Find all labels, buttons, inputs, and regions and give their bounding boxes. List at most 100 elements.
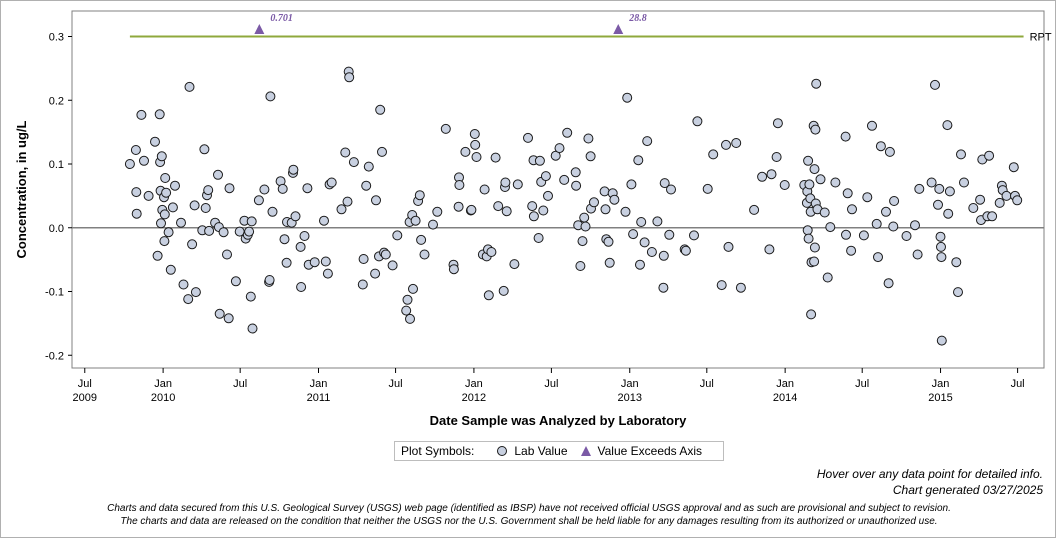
lab-value-point xyxy=(659,178,670,189)
lab-value-point xyxy=(749,204,760,215)
lab-value-point xyxy=(716,280,727,291)
lab-value-point xyxy=(259,184,270,195)
lab-value-point xyxy=(901,231,912,241)
lab-value-point xyxy=(320,256,331,267)
lab-value-point xyxy=(583,133,594,144)
y-tick-label: 0.2 xyxy=(49,95,64,107)
lab-value-point xyxy=(1001,190,1012,201)
lab-value-point xyxy=(847,204,857,215)
lab-value-point xyxy=(875,141,886,152)
x-tick-month: Jul xyxy=(700,378,714,390)
plot-area xyxy=(68,10,1045,373)
lab-value-point xyxy=(342,196,353,207)
lab-value-point xyxy=(218,227,229,238)
lab-value-point xyxy=(554,143,565,154)
lab-value-point xyxy=(771,152,782,162)
lab-value-point xyxy=(810,124,821,135)
lab-value-point xyxy=(804,179,815,190)
lab-value-point xyxy=(628,229,639,240)
lab-value-point xyxy=(178,279,189,290)
lab-value-point xyxy=(772,118,783,129)
lab-value-point xyxy=(926,177,937,188)
lab-value-point xyxy=(579,212,590,223)
lab-value-point xyxy=(264,275,275,285)
lab-value-point xyxy=(664,229,675,240)
lab-value-point xyxy=(253,195,264,206)
lab-value-point xyxy=(984,150,995,161)
lab-value-point xyxy=(493,201,504,212)
lab-value-point xyxy=(609,194,620,205)
lab-value-point xyxy=(380,249,391,260)
lab-value-point xyxy=(299,231,310,241)
lab-value-point xyxy=(803,155,814,166)
axis-labels: -0.2 -0.1 0.0 0.1 0.2 0.3 Jul 2009 Jan 2010 Jul Jan… xyxy=(14,13,1055,428)
lab-value-point xyxy=(883,278,894,289)
lab-value-point xyxy=(934,183,945,194)
lab-value-point xyxy=(170,180,180,191)
lab-value-point xyxy=(414,190,425,201)
rpt-level-label: RPT Level xyxy=(1030,32,1055,44)
lab-value-point xyxy=(708,149,719,160)
lab-value-point xyxy=(951,257,962,268)
lab-value-point xyxy=(642,136,653,147)
lab-value-point xyxy=(636,217,647,227)
lab-value-point xyxy=(296,282,307,292)
lab-value-point xyxy=(281,257,292,268)
lab-value-point xyxy=(680,245,691,256)
lab-value-point xyxy=(469,129,480,139)
lab-value-point xyxy=(559,174,570,185)
legend: Plot Symbols: Lab Value Value Exceeds Ax… xyxy=(394,441,724,461)
x-tick-month: Jul xyxy=(389,378,403,390)
lab-value-point xyxy=(956,149,966,160)
lab-value-point xyxy=(204,225,215,236)
lab-value-point xyxy=(143,190,154,201)
lab-value-point xyxy=(130,145,141,155)
lab-value-point xyxy=(873,252,883,263)
y-tick-label: -0.1 xyxy=(45,287,64,299)
lab-value-point xyxy=(402,294,413,305)
lab-value-point xyxy=(809,242,820,253)
lab-value-point xyxy=(723,241,734,252)
lab-value-point xyxy=(1008,162,1019,173)
lab-value-point xyxy=(344,72,355,83)
lab-value-point xyxy=(156,151,167,162)
lab-value-point xyxy=(223,313,234,324)
lab-value-icon xyxy=(497,446,508,456)
y-tick-label: 0.3 xyxy=(49,32,64,44)
lab-value-point xyxy=(428,219,438,230)
concentration-chart: -0.2 -0.1 0.0 0.1 0.2 0.3 Jul 2009 Jan 2010 Jul Jan… xyxy=(14,10,1055,428)
lab-value-point xyxy=(370,268,381,279)
lab-value-point xyxy=(994,197,1005,208)
x-tick-year: 2011 xyxy=(307,392,331,404)
lab-value-point xyxy=(131,208,142,219)
lab-value-point xyxy=(224,183,235,194)
lab-value-point xyxy=(466,204,477,215)
lab-value-point xyxy=(635,259,645,270)
lab-value-point xyxy=(279,234,290,245)
lab-value-point xyxy=(486,247,497,257)
lab-value-point xyxy=(410,215,421,226)
lab-value-point xyxy=(161,187,172,198)
lab-value-point xyxy=(731,138,742,148)
lab-value-point xyxy=(658,250,669,261)
lab-value-point xyxy=(809,256,820,267)
lab-value-point xyxy=(139,155,149,166)
x-tick-month: Jul xyxy=(855,378,869,390)
lab-value-point xyxy=(309,257,320,268)
lab-value-point xyxy=(490,152,501,163)
lab-value-point xyxy=(448,264,459,275)
lab-value-point xyxy=(453,201,464,212)
lab-value-point xyxy=(721,139,731,150)
lab-value-point xyxy=(154,109,165,120)
lab-value-point xyxy=(460,146,471,157)
lab-value-point xyxy=(375,104,386,115)
lab-value-point xyxy=(806,309,817,320)
lab-value-point xyxy=(246,216,257,227)
lab-value-point xyxy=(479,184,490,195)
data-points xyxy=(124,24,1023,346)
lab-value-point xyxy=(658,282,669,293)
lab-value-point xyxy=(944,186,955,197)
lab-value-point xyxy=(766,169,777,180)
lab-value-point xyxy=(953,287,963,298)
